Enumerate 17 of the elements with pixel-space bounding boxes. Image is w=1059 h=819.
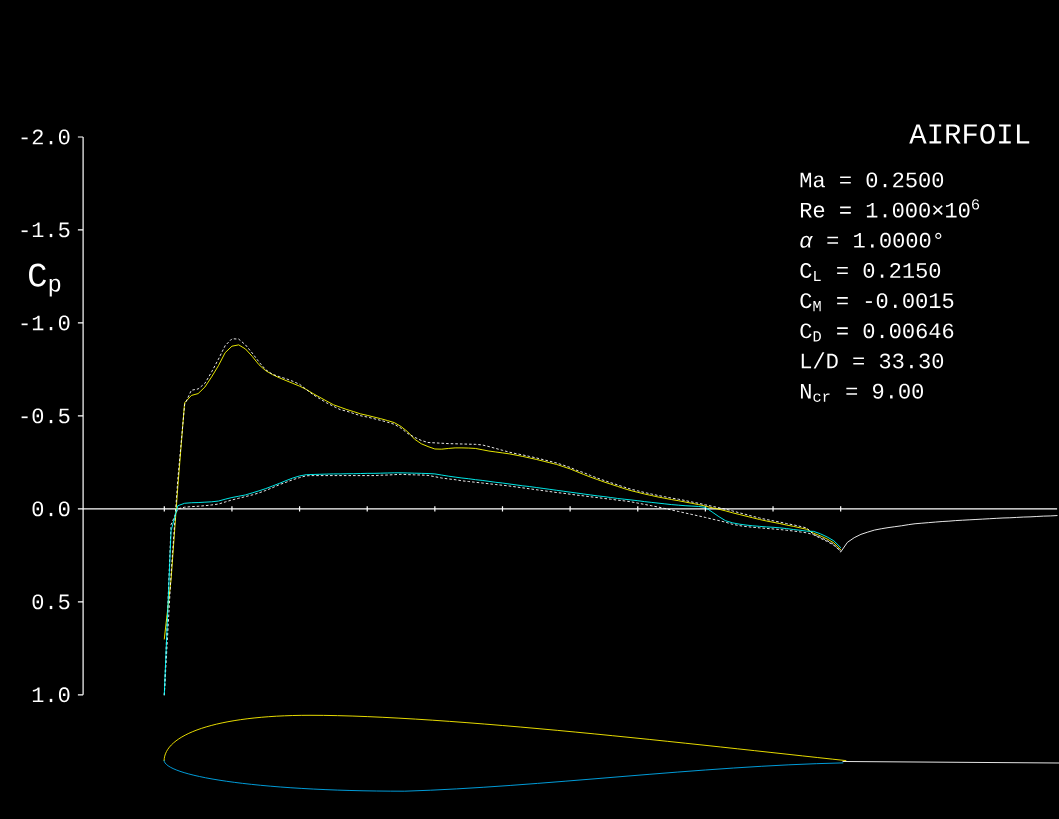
annotation: C$_{D}$ = 0.00646 bbox=[800, 323, 954, 342]
y-tick-label: 0.0 bbox=[32, 501, 70, 517]
annotation: N$_{cr}$ = 9.00 bbox=[800, 383, 923, 402]
annotation: C$_{M}$ = -0.0015 bbox=[800, 293, 954, 312]
y-tick-label: 0.5 bbox=[32, 594, 70, 610]
y-tick-label: -0.5 bbox=[21, 408, 70, 424]
annotation: Ma = 0.2500 bbox=[800, 172, 944, 188]
y-tick-label: -2.0 bbox=[21, 129, 70, 145]
chart-title: AIRFOIL bbox=[909, 124, 1030, 144]
annotation: α = 1.0000° bbox=[800, 232, 942, 248]
y-tick-label: -1.5 bbox=[21, 222, 70, 238]
annotation: L/D = 33.30 bbox=[801, 352, 944, 369]
y-tick-label: 1.0 bbox=[32, 687, 70, 703]
annotation: Re = 1.000×10$^{6}$ bbox=[800, 199, 980, 218]
y-tick-label: -1.0 bbox=[21, 315, 70, 331]
y-axis-title: C$_{p}$ bbox=[29, 263, 61, 297]
annotation: C$_{L}$ = 0.2150 bbox=[800, 263, 941, 282]
